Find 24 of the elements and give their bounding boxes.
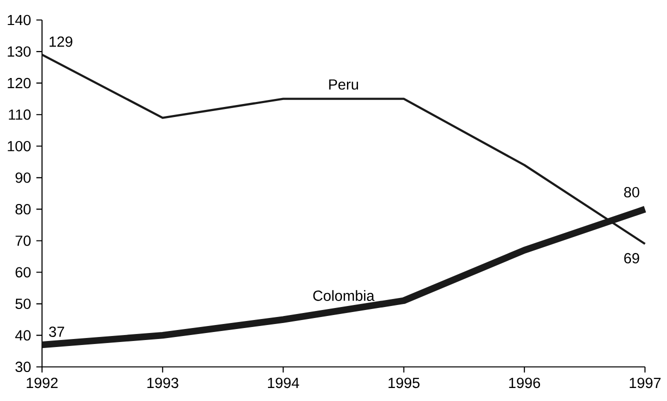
y-tick-label: 40 [15,330,31,340]
y-tick-label: 100 [8,140,31,152]
y-tick-label: 80 [16,204,31,214]
y-tick-label: 30 [15,362,31,372]
data-label: 129 [50,36,72,47]
data-label: 37 [49,326,64,337]
x-tick-label: 1996 [509,378,540,388]
y-tick-label: 120 [8,78,31,88]
series-label: Peru [329,79,358,90]
x-tick-label: 1992 [26,378,58,388]
series-label: Colombia [313,290,374,301]
y-tick-label: 140 [8,14,31,26]
data-label: 69 [624,252,640,264]
y-tick-label: 60 [16,266,31,278]
y-tick-label: 90 [16,172,31,183]
x-tick-label: 1993 [147,378,178,388]
x-tick-label: 1995 [388,378,420,388]
y-tick-label: 130 [8,46,31,57]
y-tick-label: 50 [15,298,31,309]
y-tick-label: 110 [8,109,31,120]
data-label: 80 [624,186,640,198]
x-tick-label: 1997 [630,378,661,388]
y-tick-label: 70 [16,235,31,246]
x-tick-label: 1994 [268,378,300,388]
